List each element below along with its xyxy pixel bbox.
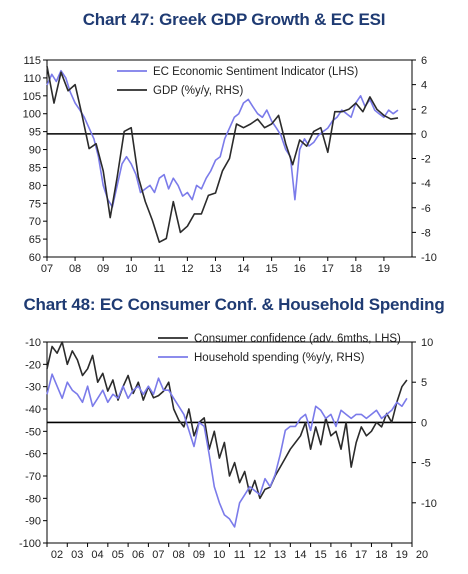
plot-frame [46, 341, 413, 544]
right-axis-tick-label: 4 [421, 80, 427, 92]
right-axis-tick-label: 0 [421, 129, 427, 141]
x-axis-tick-label: 09 [193, 549, 205, 561]
x-axis-tick-label: 14 [294, 549, 306, 561]
x-axis-tick-label: 18 [350, 263, 362, 275]
right-axis-tick-label: 0 [421, 417, 427, 429]
x-axis-tick-label: 14 [237, 263, 249, 275]
right-axis-tick-label: 2 [421, 104, 427, 116]
right-axis-tick-label: -6 [421, 203, 431, 215]
x-axis-tick-label: 10 [125, 263, 137, 275]
right-axis-tick-label: -2 [421, 154, 431, 166]
x-axis-tick-label: 13 [209, 263, 221, 275]
x-axis-tick-label: 07 [41, 263, 53, 275]
x-axis-tick-label: 12 [181, 263, 193, 275]
left-axis-tick-label: 85 [29, 162, 41, 174]
right-axis-tick-label: 5 [421, 377, 427, 389]
right-axis-tick-label: -8 [421, 227, 431, 239]
x-axis-tick-label: 19 [378, 263, 390, 275]
x-axis-tick-label: 19 [396, 549, 408, 561]
x-axis-tick-label: 15 [314, 549, 326, 561]
x-axis-tick-label: 03 [71, 549, 83, 561]
x-axis-tick-label: 08 [69, 263, 81, 275]
chart-48-title: Chart 48: EC Consumer Conf. & Household … [23, 295, 445, 314]
x-axis-tick-label: 08 [173, 549, 185, 561]
left-axis-tick-label: 105 [23, 91, 41, 103]
left-axis-tick-label: 90 [29, 145, 41, 157]
right-axis-tick-label: -10 [421, 498, 437, 510]
x-axis-tick-label: 20 [416, 549, 428, 561]
chart-47-title: Chart 47: Greek GDP Growth & EC ESI [82, 10, 386, 29]
series-line-1 [46, 341, 408, 500]
series-line-1 [46, 69, 399, 208]
left-axis-tick-label: 70 [29, 216, 41, 228]
left-axis-tick-label: -40 [25, 404, 41, 416]
x-axis-tick-label: 10 [213, 549, 225, 561]
left-axis-tick-label: 80 [29, 180, 41, 192]
x-axis-tick-label: 12 [254, 549, 266, 561]
left-axis-tick-label: -100 [19, 538, 41, 550]
left-axis-tick-label: 60 [29, 252, 41, 264]
chart-47: 6065707580859095100105110115-10-8-6-4-20… [23, 55, 437, 275]
x-axis-tick-label: 09 [97, 263, 109, 275]
x-axis-tick-label: 18 [375, 549, 387, 561]
legend-label-2: Household spending (%y/y, RHS) [194, 352, 365, 364]
left-axis-tick-label: -10 [25, 337, 41, 349]
left-axis-tick-label: -30 [25, 382, 41, 394]
series-line-2 [46, 66, 399, 243]
x-axis-tick-label: 02 [51, 549, 63, 561]
x-axis-tick-label: 16 [294, 263, 306, 275]
legend-label-2: GDP (%y/y, RHS) [153, 85, 243, 97]
x-axis-tick-label: 13 [274, 549, 286, 561]
legend-label-1: EC Economic Sentiment Indicator (LHS) [153, 66, 358, 78]
right-axis-tick-label: 6 [421, 55, 427, 67]
x-axis-tick-label: 11 [154, 263, 165, 275]
right-axis-tick-label: -5 [421, 458, 431, 470]
left-axis-tick-label: -50 [25, 426, 41, 438]
x-axis-tick-label: 15 [265, 263, 277, 275]
left-axis-tick-label: -80 [25, 493, 41, 505]
left-axis-tick-label: 110 [23, 73, 41, 85]
left-axis-tick-label: 115 [23, 55, 41, 67]
right-axis-tick-label: -4 [421, 178, 431, 190]
x-axis-tick-label: 17 [322, 263, 334, 275]
left-axis-tick-label: -90 [25, 516, 41, 528]
left-axis-tick-label: 100 [23, 109, 41, 121]
x-axis-tick-label: 11 [234, 549, 245, 561]
left-axis-tick-label: -70 [25, 471, 41, 483]
left-axis-tick-label: -60 [25, 449, 41, 461]
x-axis-tick-label: 06 [132, 549, 144, 561]
x-axis-tick-label: 16 [335, 549, 347, 561]
left-axis-tick-label: -20 [25, 359, 41, 371]
legend-label-1: Consumer confidence (adv. 6mths, LHS) [194, 333, 401, 345]
series-line-2 [46, 373, 408, 528]
right-axis-tick-label: -10 [421, 252, 437, 264]
x-axis-tick-label: 17 [355, 549, 367, 561]
left-axis-tick-label: 65 [29, 234, 41, 246]
x-axis-tick-label: 07 [152, 549, 164, 561]
right-axis-tick-label: 10 [421, 337, 433, 349]
left-axis-tick-label: 75 [29, 198, 41, 210]
left-axis-tick-label: 95 [29, 127, 41, 139]
x-axis-tick-label: 05 [112, 549, 124, 561]
x-axis-tick-label: 04 [91, 549, 103, 561]
